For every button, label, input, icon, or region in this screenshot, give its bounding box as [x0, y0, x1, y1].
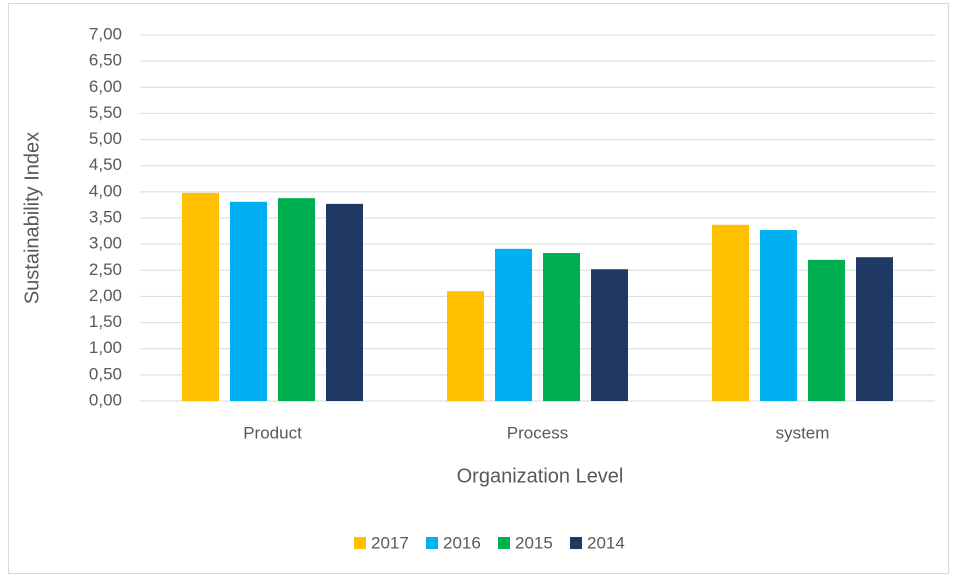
legend-swatch	[498, 537, 510, 549]
legend-swatch	[354, 537, 366, 549]
chart-border	[8, 3, 949, 574]
bar	[591, 269, 628, 401]
legend-label: 2015	[515, 533, 553, 552]
bar	[230, 201, 267, 401]
y-axis-title: Sustainability Index	[21, 132, 43, 304]
legend-swatch	[426, 537, 438, 549]
y-tick-label: 6,00	[89, 77, 122, 96]
y-tick-label: 4,00	[89, 181, 122, 200]
y-tick-label: 4,50	[89, 155, 122, 174]
y-tick-label: 0,50	[89, 364, 122, 383]
bar	[760, 230, 797, 401]
x-tick-label: system	[776, 423, 830, 442]
bar	[856, 257, 893, 401]
bar	[447, 291, 484, 401]
x-tick-label: Product	[243, 423, 302, 442]
bar	[182, 192, 219, 401]
legend-label: 2016	[443, 533, 481, 552]
legend-label: 2017	[371, 533, 409, 552]
y-tick-label: 3,00	[89, 234, 122, 253]
y-tick-label: 2,50	[89, 260, 122, 279]
y-tick-label: 3,50	[89, 207, 122, 226]
bar	[278, 198, 315, 401]
y-tick-label: 7,00	[89, 24, 122, 43]
bar	[808, 259, 845, 401]
y-tick-label: 1,00	[89, 338, 122, 357]
y-tick-label: 6,50	[89, 51, 122, 70]
bar	[712, 224, 749, 401]
legend-swatch	[570, 537, 582, 549]
bar	[543, 253, 580, 401]
bar	[326, 203, 363, 401]
y-tick-label: 1,50	[89, 312, 122, 331]
x-tick-label: Process	[507, 423, 568, 442]
x-axis-title: Organization Level	[457, 465, 624, 487]
y-tick-label: 2,00	[89, 286, 122, 305]
y-tick-label: 0,00	[89, 390, 122, 409]
y-tick-label: 5,50	[89, 103, 122, 122]
legend-label: 2014	[587, 533, 625, 552]
bar	[495, 248, 532, 401]
y-tick-label: 5,00	[89, 129, 122, 148]
